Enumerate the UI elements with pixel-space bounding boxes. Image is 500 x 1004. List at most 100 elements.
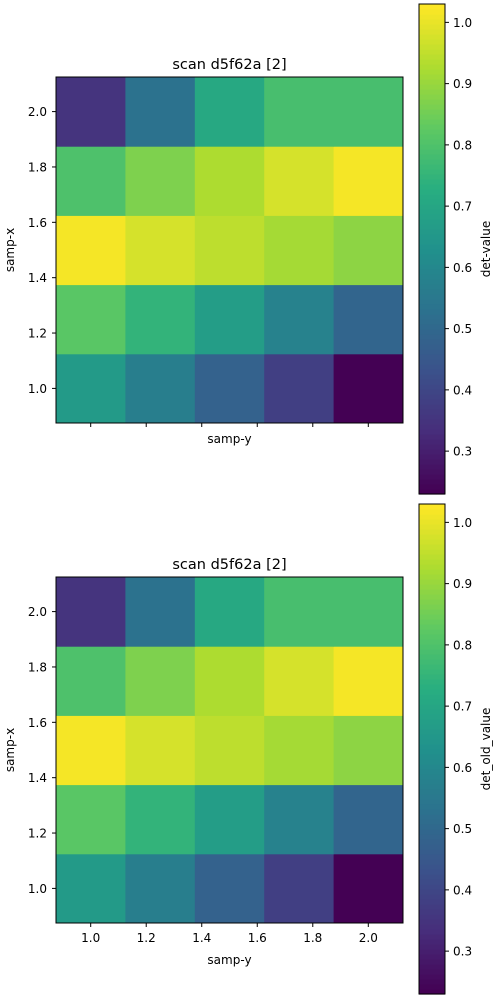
colorbar-segment: [419, 974, 445, 980]
colorbar-segment: [419, 124, 445, 130]
x-tick-label: 1.4: [192, 931, 211, 945]
heatmap-cell: [56, 577, 126, 647]
colorbar-tick-label: 0.5: [453, 322, 472, 336]
colorbar-segment: [419, 819, 445, 825]
colorbar-segment: [419, 689, 445, 695]
heatmap-cell: [56, 784, 126, 855]
colorbar-segment: [419, 804, 445, 810]
plot-frame: [55, 76, 404, 424]
colorbar-segment: [419, 919, 445, 925]
colorbar-segment: [419, 509, 445, 515]
heatmap-cell: [56, 353, 126, 424]
colorbar-segment: [419, 729, 445, 735]
heatmap-cell: [333, 784, 404, 855]
colorbar-segment: [419, 434, 445, 440]
colorbar-segment: [419, 274, 445, 280]
colorbar-segment: [419, 749, 445, 755]
colorbar-segment: [419, 474, 445, 480]
colorbar-segment: [419, 89, 445, 95]
colorbar-segment: [419, 609, 445, 615]
colorbar-segment: [419, 909, 445, 915]
colorbar-segment: [419, 584, 445, 590]
y-tick-label: 1.2: [28, 327, 47, 341]
colorbar-segment: [419, 439, 445, 445]
heatmap-cell: [125, 853, 196, 924]
colorbar-gradient: [419, 504, 445, 995]
colorbar-segment: [419, 564, 445, 570]
x-axis-ticks: 1.0 1.2 1.4 1.6 1.8 2.0: [81, 923, 378, 945]
colorbar-segment: [419, 559, 445, 565]
colorbar-segment: [419, 369, 445, 375]
heatmap-cell: [264, 353, 335, 424]
heatmap-cell: [125, 215, 196, 286]
colorbar-segment: [419, 64, 445, 70]
colorbar-segment: [419, 704, 445, 710]
colorbar-segment: [419, 374, 445, 380]
colorbar-segment: [419, 29, 445, 35]
colorbar-segment: [419, 479, 445, 485]
colorbar-segment: [419, 449, 445, 455]
colorbar-segment: [419, 334, 445, 340]
heatmap-cell: [264, 215, 335, 286]
heatmap-cell: [194, 353, 265, 424]
colorbar-segment: [419, 419, 445, 425]
colorbar-segment: [419, 489, 445, 495]
colorbar-segment: [419, 904, 445, 910]
colorbar-tick-label: 1.0: [453, 16, 472, 30]
y-tick-label: 1.8: [28, 660, 47, 674]
colorbar-segment: [419, 154, 445, 160]
colorbar-segment: [419, 654, 445, 660]
colorbar-segment: [419, 189, 445, 195]
colorbar-segment: [419, 884, 445, 890]
colorbar-segment: [419, 914, 445, 920]
heatmap-cell: [194, 853, 265, 924]
colorbar-segment: [419, 959, 445, 965]
colorbar-segment: [419, 619, 445, 625]
y-tick-label: 1.8: [28, 160, 47, 174]
colorbar-segment: [419, 184, 445, 190]
heatmap-cell: [194, 215, 265, 286]
colorbar-segment: [419, 839, 445, 845]
heatmap-cell: [194, 146, 265, 216]
colorbar-segment: [419, 194, 445, 200]
colorbar-segment: [419, 284, 445, 290]
heatmap-cell: [333, 646, 404, 716]
colorbar-segment: [419, 719, 445, 725]
colorbar-segment: [419, 779, 445, 785]
heatmap-cell: [264, 646, 335, 716]
colorbar: 0.3 0.4 0.5 0.6 0.7 0.8 0.9 1.0 det_old_value: [418, 503, 493, 995]
heatmap-cell: [333, 215, 404, 286]
x-tick-label: 1.0: [81, 931, 100, 945]
colorbar-segment: [419, 4, 445, 10]
chart-title: scan d5f62a [2]: [172, 57, 286, 73]
y-tick-label: 1.0: [28, 382, 47, 396]
colorbar-segment: [419, 14, 445, 20]
colorbar-frame: [418, 503, 446, 995]
colorbar-segment: [419, 534, 445, 540]
colorbar-segment: [419, 309, 445, 315]
colorbar-segment: [419, 859, 445, 865]
colorbar-segment: [419, 969, 445, 975]
colorbar-segment: [419, 224, 445, 230]
y-tick-label: 1.6: [28, 716, 47, 730]
colorbar-segment: [419, 254, 445, 260]
y-tick-label: 1.0: [28, 882, 47, 896]
colorbar-segment: [419, 424, 445, 430]
colorbar-segment: [419, 339, 445, 345]
heatmap-cell: [125, 77, 196, 147]
colorbar-segment: [419, 889, 445, 895]
colorbar-segment: [419, 229, 445, 235]
colorbar-segment: [419, 179, 445, 185]
colorbar-segment: [419, 414, 445, 420]
colorbar-segment: [419, 524, 445, 530]
colorbar-segment: [419, 299, 445, 305]
colorbar-segment: [419, 809, 445, 815]
y-tick-label: 2.0: [28, 605, 47, 619]
colorbar-segment: [419, 649, 445, 655]
colorbar-tick-label: 0.8: [453, 638, 472, 652]
heatmap-cell: [56, 715, 126, 786]
x-axis-ticks: [90, 423, 369, 427]
y-tick-label: 1.4: [28, 271, 47, 285]
chart-title: scan d5f62a [2]: [172, 557, 286, 573]
